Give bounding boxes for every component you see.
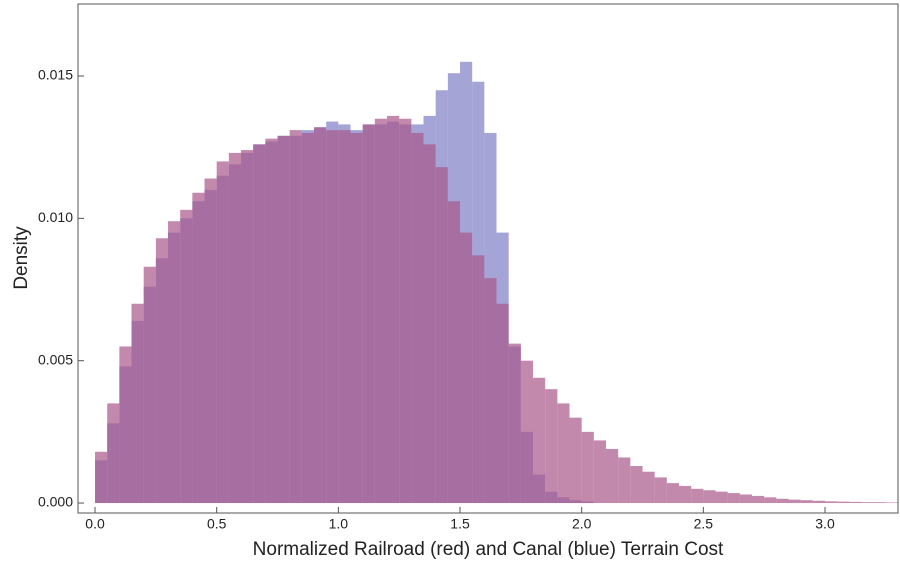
x-axis-label: Normalized Railroad (red) and Canal (blu… [253,539,724,560]
histogram-bar [533,377,546,504]
x-tick-label: 2.5 [694,516,714,532]
plot-frame [77,3,899,514]
histogram-bar [569,417,582,504]
histogram-bar [873,502,886,504]
histogram-bar [168,221,181,504]
y-tick-label: 0.015 [38,67,73,83]
histogram-bar [131,303,144,504]
histogram-bar [180,209,193,504]
histogram-bar [825,501,838,504]
histogram-bar [654,477,667,504]
histogram-bar [885,502,898,504]
histogram-bar [776,498,789,504]
histogram-bar [216,161,229,504]
histogram-bar [557,403,570,504]
histogram-bar [95,451,108,504]
histogram-bar [387,115,400,504]
histogram-bar [618,457,631,504]
histogram-bar [861,502,874,504]
histogram-bar [119,346,132,504]
histogram-bar [739,494,753,504]
histogram-bar [143,266,156,504]
histogram-bar [606,448,619,504]
x-tick-label: 1.5 [450,516,470,532]
histogram-bar [460,232,473,504]
histogram-bar [593,440,607,504]
histogram-bar [849,501,862,504]
histogram-bar [326,130,339,504]
histogram-bar [107,403,120,504]
histogram-bar [691,488,704,504]
x-tick-label: 3.0 [815,516,835,532]
y-tick-label: 0.005 [38,351,73,367]
histogram-bar [715,491,728,504]
histogram-bar [496,303,509,504]
histogram-bar [703,490,716,504]
histogram-bar [520,360,534,504]
x-tick-label: 0.0 [85,516,105,532]
histogram-bar [265,138,278,504]
histogram-bar [642,471,655,504]
histogram-bar [253,144,266,504]
histogram-bar [228,152,242,504]
y-axis-label: Density [11,226,32,290]
histogram-bar [435,167,448,504]
histogram-bar [666,483,680,504]
x-tick-label: 1.0 [329,516,349,532]
x-tick-label: 0.5 [207,516,227,532]
histogram-bar [679,485,692,504]
histogram-bar [484,278,497,504]
histogram-bar [338,130,351,504]
histogram-bar [314,127,327,504]
histogram-bar [800,500,813,504]
histogram-bar [204,178,217,504]
histogram-bar [192,192,205,504]
histogram-bar [301,132,315,504]
histogram-bar [399,118,412,504]
histogram-bar [447,201,461,504]
histogram-bar [472,255,485,504]
histogram-bar [764,497,777,504]
histogram-bar [411,132,424,504]
histogram-bar [155,238,169,504]
histogram-bar [837,501,850,504]
histogram-bar [289,130,302,504]
histogram-bar [545,389,558,504]
histogram-bar [350,132,363,504]
histogram-bar [423,144,436,504]
histogram-bar [362,124,375,504]
histogram-bar [374,118,388,504]
histogram-bar [812,500,826,504]
histogram-bar [752,495,765,504]
y-tick-label: 0.010 [38,209,73,225]
y-tick-label: 0.000 [38,494,73,510]
histogram-bar [241,150,254,504]
histogram-bar [630,466,643,504]
histogram-bar [277,135,290,504]
histogram-bar [581,431,594,504]
histogram-bar [508,343,521,504]
x-tick-label: 2.0 [572,516,592,532]
histogram-bar [788,499,801,504]
histogram-bar [727,493,740,504]
